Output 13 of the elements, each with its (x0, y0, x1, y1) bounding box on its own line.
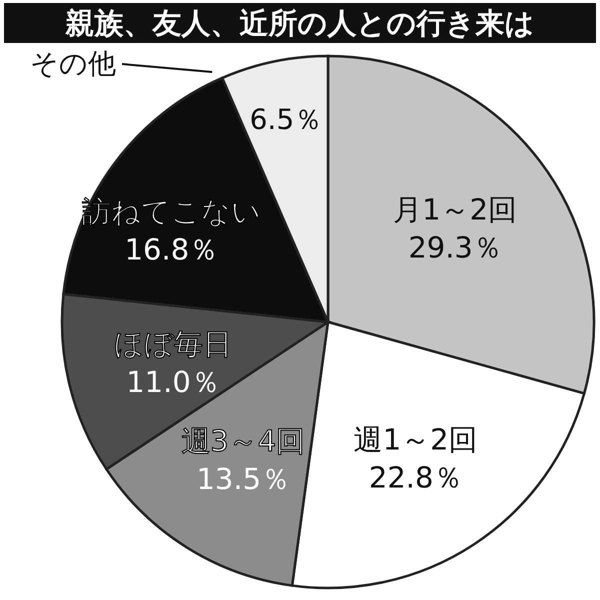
slice-label: 週3～4回 (181, 424, 306, 458)
data-label: 11.0％ (126, 365, 220, 400)
slice-label: 月1～2回 (393, 192, 518, 226)
data-label: 29.3％ (408, 230, 502, 264)
chart-title: 親族、友人、近所の人との行き来は (64, 6, 534, 40)
data-label: 6.5％ (250, 102, 322, 136)
data-label: 16.8％ (124, 232, 218, 266)
slice-label: 週1～2回 (354, 422, 478, 456)
slice-label: 訪ねてこない (82, 194, 261, 228)
data-label: 22.8％ (368, 460, 462, 494)
slice-label: ほぼ毎日 (114, 327, 232, 362)
data-label: 13.5％ (196, 462, 290, 496)
slice-label: その他 (30, 47, 116, 80)
